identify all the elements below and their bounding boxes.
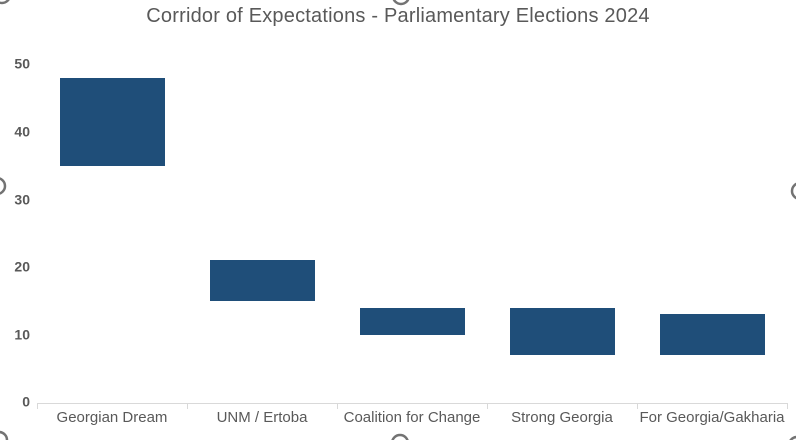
range-bar-georgian-dream[interactable] [59,77,165,166]
x-axis-tick [187,403,188,409]
y-axis-tick-label: 30 [14,191,30,208]
x-axis-category-label: Strong Georgia [511,409,613,426]
x-axis-tick [787,403,788,409]
y-axis-tick-label: 0 [22,394,30,411]
x-axis-category-label: Georgian Dream [56,409,168,426]
x-axis-tick [37,403,38,409]
selection-handle-bottom-center[interactable] [391,433,409,440]
range-bar-strong-georgia[interactable] [509,307,615,355]
selection-handle-top-center[interactable] [392,0,410,6]
selection-handle-top-left[interactable] [0,0,10,5]
y-axis-tick-label: 20 [14,258,30,275]
x-axis-tick [337,403,338,409]
x-axis-category-label: Coalition for Change [343,409,481,426]
range-bar-unm-ertoba[interactable] [209,260,315,301]
x-axis-line [37,403,788,404]
x-axis-tick [487,403,488,409]
x-axis-category-label: For Georgia/Gakharia [639,409,785,426]
selection-handle-middle-right[interactable] [790,182,796,200]
selection-handle-bottom-left[interactable] [0,430,9,440]
y-axis-tick-label: 40 [14,123,30,140]
y-axis-tick-label: 10 [14,326,30,343]
range-bar-for-georgia-gakharia[interactable] [659,314,765,355]
x-axis-category-label: UNM / Ertoba [216,409,308,426]
x-axis-tick [637,403,638,409]
chart-title[interactable]: Corridor of Expectations - Parliamentary… [146,5,650,27]
y-axis-tick-label: 50 [14,56,30,73]
range-bar-coalition-for-change[interactable] [359,307,465,335]
